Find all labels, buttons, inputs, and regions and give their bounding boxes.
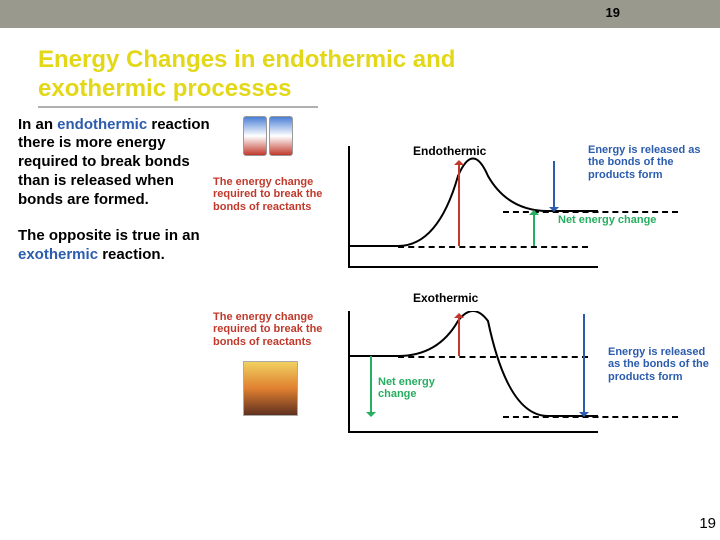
- p2-pre: The opposite is true in an: [18, 227, 200, 244]
- endo-red-label: The energy change required to break the …: [213, 176, 348, 214]
- exo-green-label: Net energy change: [378, 376, 468, 401]
- slide-title: Energy Changes in endothermic and exothe…: [38, 46, 538, 104]
- exothermic-word: exothermic: [18, 246, 98, 263]
- para-endothermic: In an endothermic reaction there is more…: [18, 116, 213, 210]
- para-exothermic: The opposite is true in an exothermic re…: [18, 227, 213, 265]
- endo-blue-arrow: [553, 161, 555, 211]
- cold-pack-image: [243, 106, 301, 168]
- exo-red-label: The energy change required to break the …: [213, 311, 348, 349]
- endothermic-word: endothermic: [57, 116, 147, 133]
- heat-image: [243, 361, 298, 416]
- p2-post: reaction.: [98, 246, 165, 263]
- text-column: In an endothermic reaction there is more…: [18, 116, 213, 516]
- endo-green-label: Net energy change: [558, 214, 658, 227]
- exo-x-axis: [348, 431, 598, 433]
- endo-green-arrow: [533, 211, 535, 246]
- page-number-bottom: 19: [699, 515, 716, 532]
- exo-green-arrow: [370, 356, 372, 416]
- exo-curve: [348, 311, 598, 431]
- page-number-top: 19: [606, 5, 620, 20]
- diagram-area: Endothermic The energy change required t…: [213, 116, 713, 516]
- exo-product-dash: [503, 416, 678, 418]
- exo-reactant-dash: [398, 356, 588, 358]
- content-area: In an endothermic reaction there is more…: [0, 116, 720, 516]
- header-bar: 19: [0, 0, 720, 28]
- endo-blue-label: Energy is released as the bonds of the p…: [588, 144, 708, 182]
- exo-blue-arrow: [583, 314, 585, 416]
- endo-red-arrow: [458, 161, 460, 246]
- exo-blue-label: Energy is released as the bonds of the p…: [608, 346, 718, 384]
- exo-red-arrow: [458, 314, 460, 356]
- endo-curve: [348, 146, 598, 266]
- endo-reactant-dash: [398, 246, 588, 248]
- endo-x-axis: [348, 266, 598, 268]
- p1-pre: In an: [18, 116, 57, 133]
- exo-title: Exothermic: [413, 291, 478, 305]
